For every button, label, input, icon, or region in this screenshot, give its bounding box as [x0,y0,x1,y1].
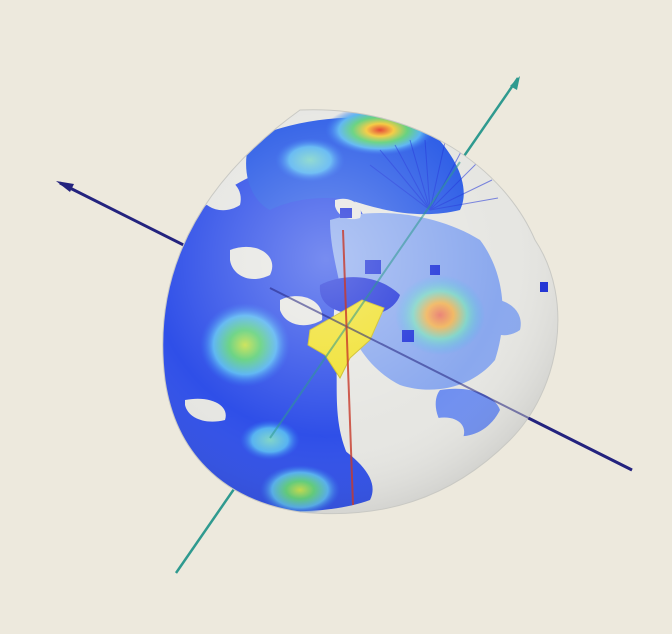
sphere[interactable] [150,100,570,520]
teal-axis-arrowhead [510,76,520,90]
navy-axis-arrowhead [56,181,74,192]
sphere-outline [162,109,559,515]
teal-axis-front [269,161,461,439]
navy-axis-front [269,287,633,471]
red-axis [342,229,354,506]
